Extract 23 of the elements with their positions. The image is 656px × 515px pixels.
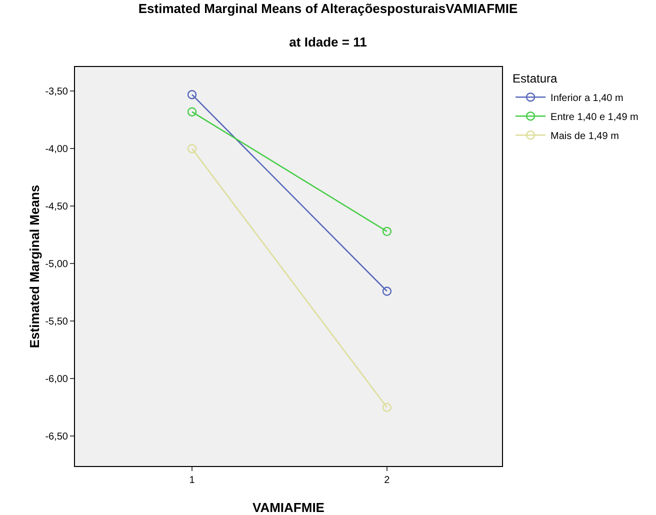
point [187,90,197,100]
point [382,286,392,296]
legend-title: Estatura [512,72,558,86]
x-tick-label: 2 [384,475,390,486]
y-axis-title: Estimated Marginal Means [27,184,42,348]
y-tick-label: -3,50 [45,86,68,98]
legend-label: Mais de 1,49 m [550,131,619,142]
legend-label: Inferior a 1,40 m [550,93,624,104]
y-tick-label: -6,50 [45,432,68,443]
legend-label: Entre 1,40 e 1,49 m [550,112,638,123]
x-tick-label: 1 [189,475,196,486]
point [187,107,197,116]
y-tick-label: -4,00 [45,144,68,156]
point [382,226,392,236]
y-tick-label: -4,50 [45,202,68,213]
point [187,144,197,154]
y-tick-label: -6,00 [45,374,68,386]
point [382,402,392,412]
chart-title: Estimated Marginal Means of AlteraçõesposturaisVAMIAFMIE [138,0,518,16]
x-axis-title: VAMIAFMIE [252,500,325,515]
chart-subtitle: at Idade = 11 [289,34,367,50]
y-tick-label: -5,50 [45,316,68,328]
y-tick-label: -5,00 [45,259,68,270]
